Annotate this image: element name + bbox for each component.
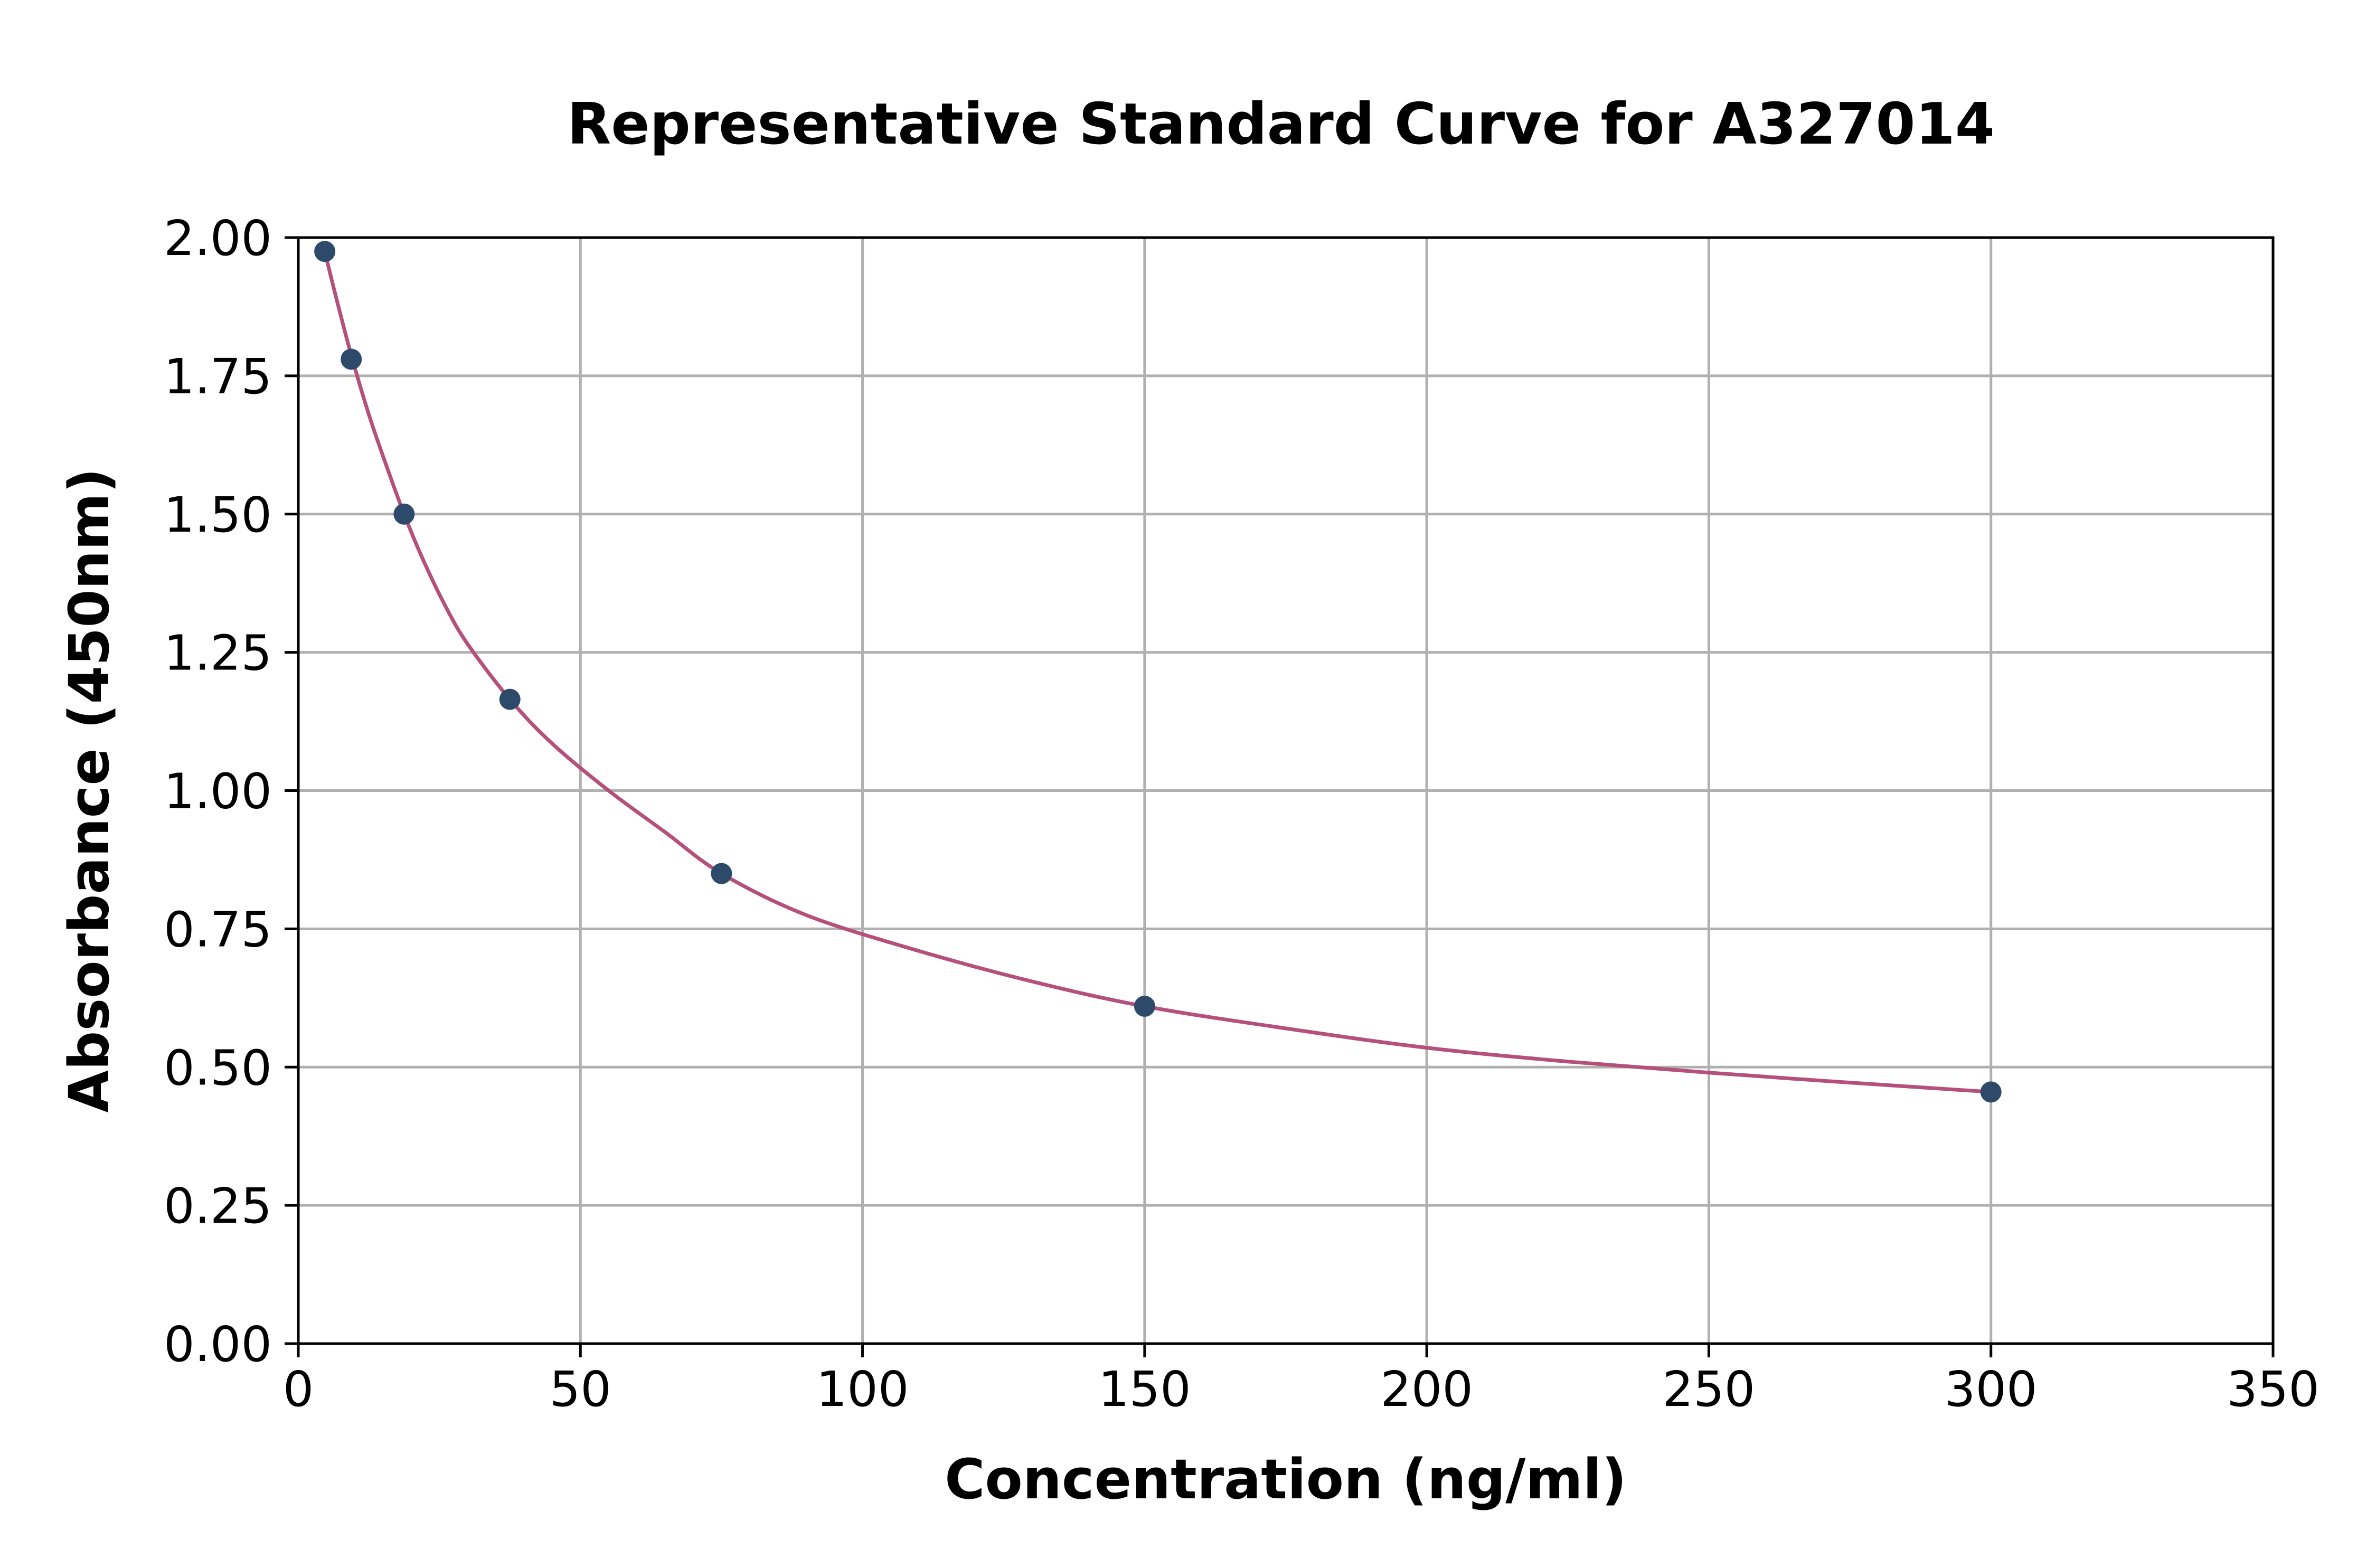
data-point (499, 688, 521, 710)
y-tick-label: 1.75 (164, 348, 272, 405)
data-point (341, 348, 362, 370)
chart-title: Representative Standard Curve for A32701… (567, 91, 1995, 157)
y-tick-label: 0.75 (164, 901, 272, 958)
y-tick-label: 1.50 (164, 487, 272, 543)
y-tick-label: 1.25 (164, 625, 272, 682)
x-tick-label: 350 (2227, 1361, 2320, 1418)
y-tick-label: 2.00 (164, 210, 272, 267)
x-tick-label: 250 (1663, 1361, 1756, 1418)
fit-curve-line (323, 251, 1991, 1094)
x-axis-label: Concentration (ng/ml) (945, 1447, 1627, 1512)
grid-lines (298, 238, 2273, 1344)
data-point (1134, 996, 1155, 1017)
data-point (1980, 1081, 2002, 1103)
x-tick-label: 150 (1098, 1361, 1191, 1418)
data-point (711, 863, 732, 884)
y-tick-label: 0.00 (164, 1316, 272, 1373)
fit-curve-layer (323, 251, 1991, 1094)
y-tick-label: 0.50 (164, 1040, 272, 1096)
y-axis-label: Absorbance (450nm) (57, 468, 121, 1112)
y-tick-label: 1.00 (164, 763, 272, 820)
x-tick-label: 50 (550, 1361, 611, 1418)
x-tick-label: 100 (816, 1361, 909, 1418)
data-points-layer (314, 241, 2002, 1103)
x-tick-label: 0 (283, 1361, 314, 1418)
data-point (393, 503, 415, 525)
axis-ticks: 0 50 100 150 200 250 300 350 0.00 0.25 0.50 0.75 1.0… (164, 210, 2320, 1418)
x-tick-label: 200 (1380, 1361, 1473, 1418)
data-point (314, 241, 336, 262)
x-tick-label: 300 (1945, 1361, 2038, 1418)
y-tick-label: 0.25 (164, 1178, 272, 1234)
